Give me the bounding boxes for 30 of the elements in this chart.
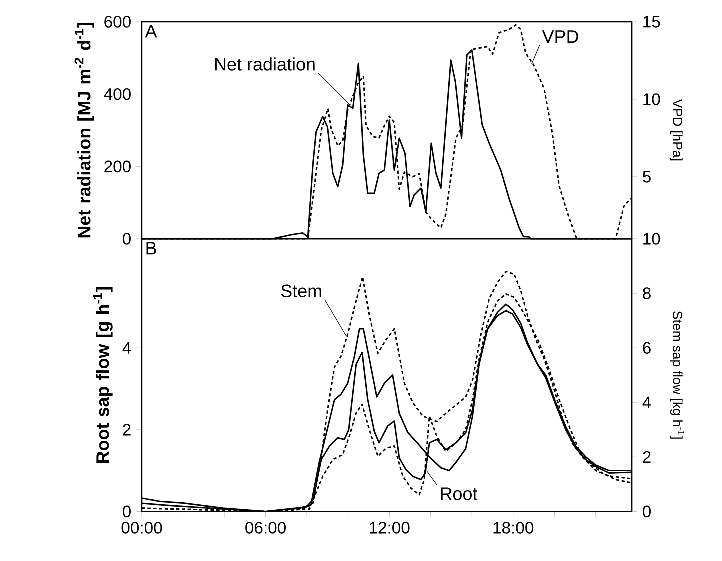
annotation: Net radiation xyxy=(215,58,315,71)
x-tick-label: 00:00 xyxy=(122,522,162,534)
y-tick-label: 0 xyxy=(123,506,131,518)
y2-tick-label: 8 xyxy=(643,288,651,300)
annotation: Stem xyxy=(281,284,322,298)
annotation: B xyxy=(146,242,156,255)
y2-tick-label: 0 xyxy=(643,506,651,518)
y2-tick-label: 10 xyxy=(644,233,660,245)
y2-tick-label: 2 xyxy=(643,451,651,463)
y-tick-label: 600 xyxy=(104,16,131,28)
y2-tick-label: 4 xyxy=(642,396,652,408)
y2-axis-title: VPD [hPa] xyxy=(670,99,683,161)
annotation: Root xyxy=(441,488,478,500)
y2-tick-label: 10 xyxy=(644,94,660,106)
x-tick-label: 06:00 xyxy=(246,522,286,534)
y-axis-title: Net radiation [MJ m$^{-2}$ d$^{-1}$] xyxy=(74,23,94,238)
x-tick-label: 12:00 xyxy=(370,522,410,534)
y-tick-label: 200 xyxy=(104,160,131,173)
y-axis-title: Root sap flow [g h$^{-1}$] xyxy=(93,287,113,464)
y-tick-label: 2 xyxy=(123,424,131,436)
y2-tick-label: 6 xyxy=(643,342,651,354)
x-tick-label: 18:00 xyxy=(494,522,534,534)
y2-tick-label: 5 xyxy=(643,171,651,183)
y2-axis-title: Stem sap flow [kg h$^{-1}$] xyxy=(670,311,684,439)
y2-tick-label: 15 xyxy=(644,16,660,28)
y-tick-label: 0 xyxy=(123,233,131,245)
annotation: A xyxy=(145,25,158,38)
y-tick-label: 4 xyxy=(122,342,132,354)
annotation: VPD xyxy=(542,30,578,43)
y-tick-label: 400 xyxy=(104,88,131,100)
